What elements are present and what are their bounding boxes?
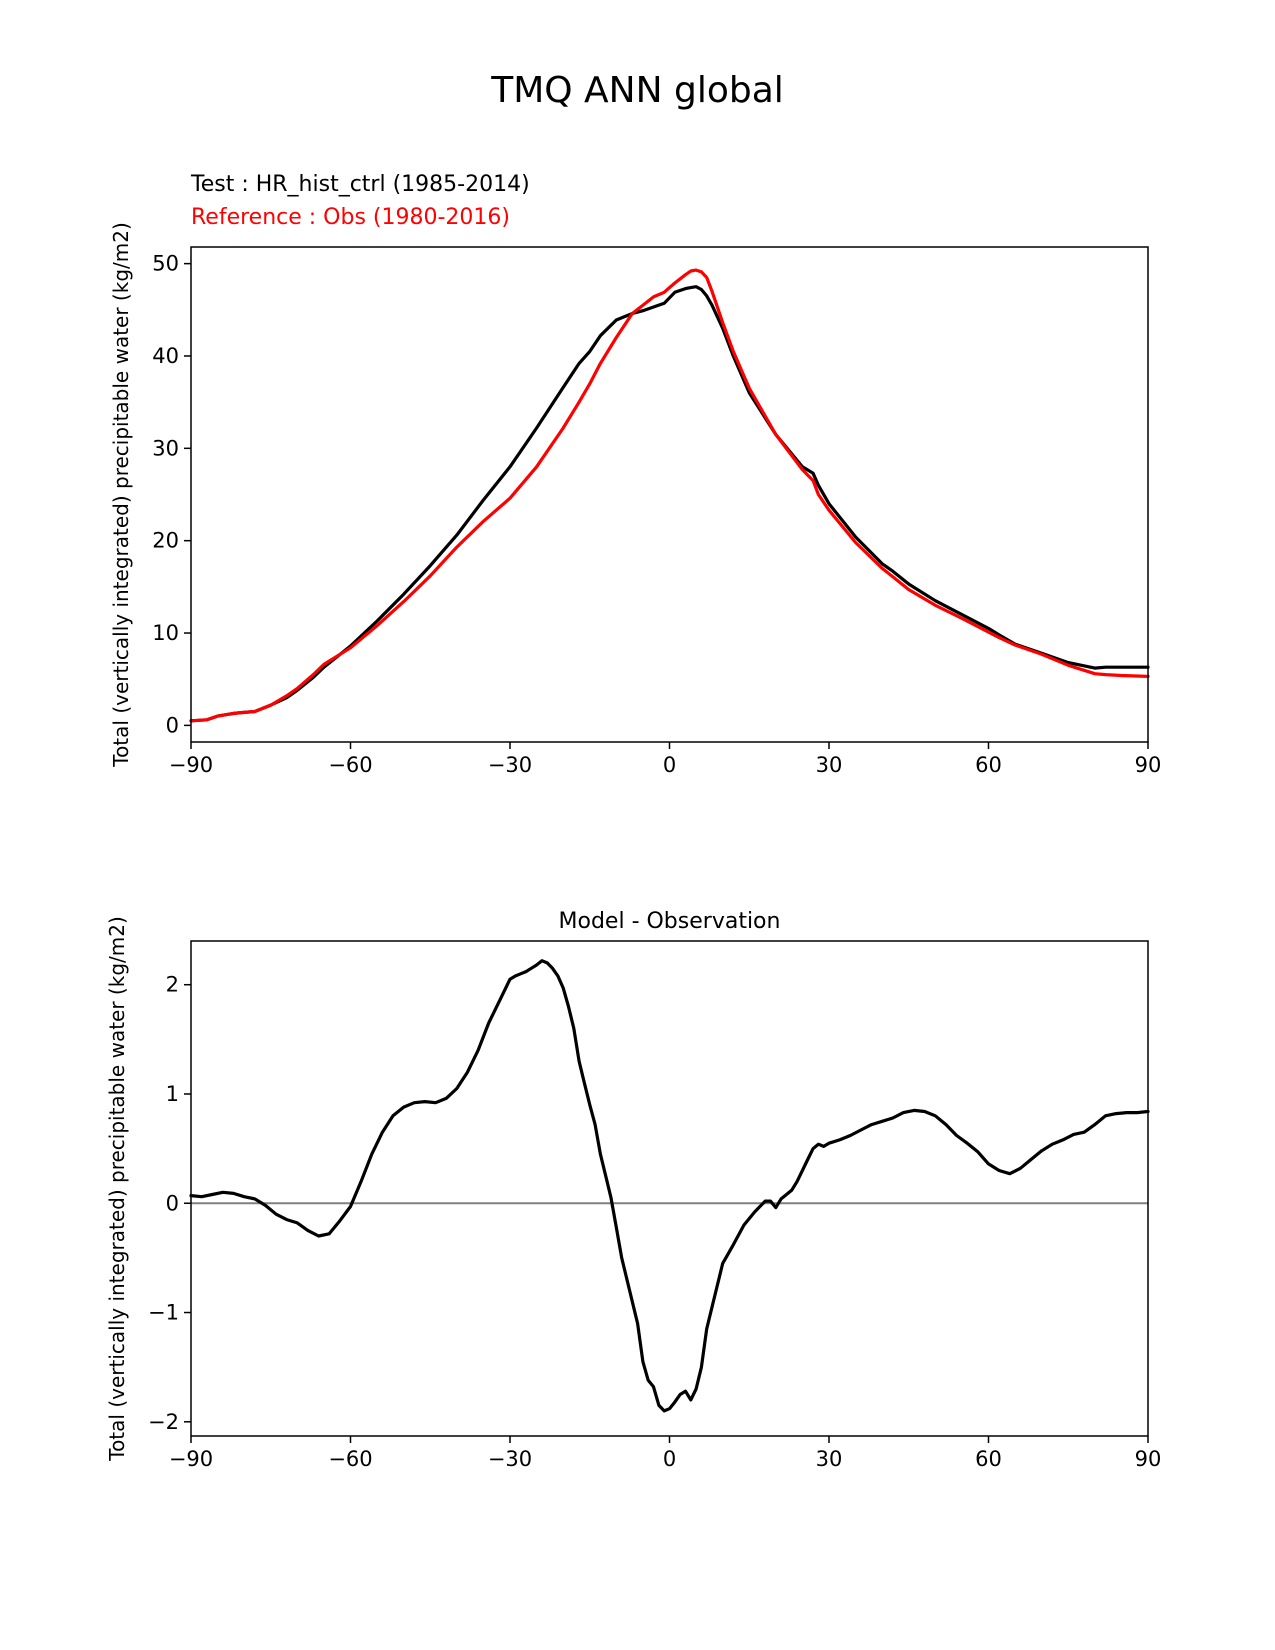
x-tick-label: 30 — [816, 1447, 843, 1471]
y-tick-label: 10 — [152, 621, 179, 645]
y-tick-label: 50 — [152, 252, 179, 276]
x-tick-label: −30 — [488, 753, 532, 777]
chart-panel-1: −90 −60 −30 0 30 60 90 0 10 20 30 40 50 Total (vertic… — [109, 222, 1161, 777]
plot-frame — [190, 246, 1149, 743]
x-tick-label: −90 — [169, 753, 213, 777]
y-tick-label: 20 — [152, 529, 179, 553]
series-line-reference — [189, 268, 1150, 723]
x-tick-label: −60 — [328, 1447, 372, 1471]
x-tick-label: 30 — [816, 753, 843, 777]
y-tick-label: 0 — [166, 1191, 179, 1215]
chart-panel-2: −90 −60 −30 0 30 60 90 −2 −1 0 1 2 Total (vertically… — [105, 909, 1161, 1471]
legend-reference-label: Reference : Obs (1980-2016) — [191, 205, 510, 230]
y-axis-title: Total (vertically integrated) precipitab… — [109, 222, 133, 768]
y-tick-label: 40 — [152, 344, 179, 368]
y-tick-label: 30 — [152, 436, 179, 460]
series-line-test — [189, 959, 1150, 1413]
y-tick-label: −2 — [148, 1410, 179, 1434]
x-tick-label: −60 — [328, 753, 372, 777]
series-line-test — [189, 285, 1150, 723]
x-tick-label: 90 — [1135, 753, 1162, 777]
x-tick-label: 60 — [975, 1447, 1002, 1471]
y-tick-label: −1 — [148, 1301, 179, 1325]
y-tick-label: 2 — [166, 973, 179, 997]
x-tick-label: 60 — [975, 753, 1002, 777]
subplot-title: Model - Observation — [559, 909, 781, 934]
figure-title: TMQ ANN global — [491, 70, 784, 111]
x-tick-label: −90 — [169, 1447, 213, 1471]
x-tick-label: 0 — [663, 753, 676, 777]
x-tick-label: 90 — [1135, 1447, 1162, 1471]
y-tick-label: 1 — [166, 1082, 179, 1106]
legend-test-label: Test : HR_hist_ctrl (1985-2014) — [191, 172, 530, 197]
y-axis-title: Total (vertically integrated) precipitab… — [105, 916, 129, 1462]
x-tick-label: −30 — [488, 1447, 532, 1471]
x-tick-label: 0 — [663, 1447, 676, 1471]
plot-frame — [190, 940, 1149, 1437]
y-tick-label: 0 — [166, 713, 179, 737]
